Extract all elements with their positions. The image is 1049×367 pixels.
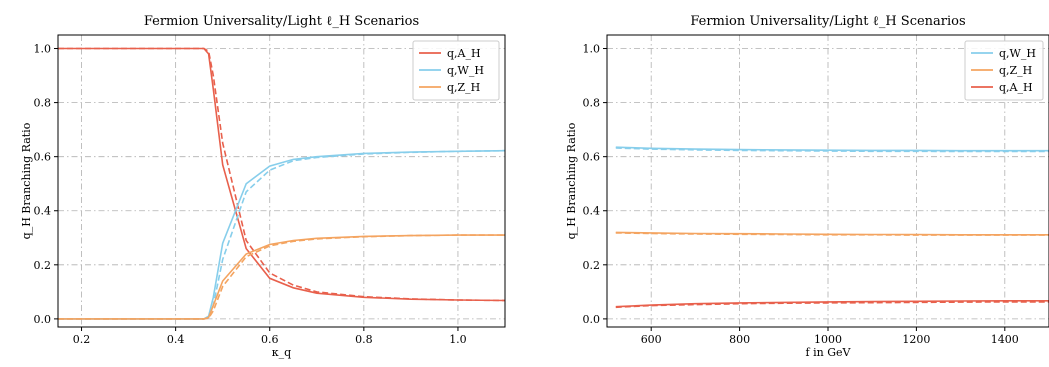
x-tick-label: 0.8	[355, 333, 373, 346]
y-tick-label: 0.6	[34, 151, 52, 164]
chart-title-text: Fermion Universality/Light ℓ_H Scenarios	[144, 14, 419, 29]
series-line	[58, 234, 505, 320]
y-tick-label: 1.0	[583, 43, 601, 56]
series-line	[615, 300, 1049, 308]
y-tick-label: 0.4	[583, 205, 601, 218]
series-line-dashed	[615, 232, 1049, 236]
legend-entry: q,W_H	[999, 47, 1036, 60]
x-tick-label: 1000	[814, 333, 842, 346]
y-tick-label: 0.2	[34, 259, 52, 272]
x-tick-label: 1400	[991, 333, 1019, 346]
chart-f-gev: 600 800 1000 1200 1400 0.0 0.2 0.4 0.6 0.8 1.0 Fer…	[565, 14, 1049, 359]
legend-box	[964, 40, 1044, 101]
x-axis-label-text: κ_q	[272, 346, 291, 359]
y-axis-label-text: q_H Branching Ratio	[565, 122, 578, 239]
series-line-dashed	[615, 301, 1049, 309]
y-tick-label: 0.8	[583, 97, 601, 110]
x-tick-label: 0.6	[261, 333, 279, 346]
x-axis-label-text: f in GeV	[806, 346, 852, 359]
x-tick-label: 800	[729, 333, 750, 346]
x-tick-label: 0.2	[73, 333, 91, 346]
y-tick-label: 0.6	[583, 151, 601, 164]
plot-frame	[57, 34, 506, 328]
legend: q,A_H q,W_H q,Z_H	[412, 40, 500, 101]
x-tick-label: 600	[641, 333, 662, 346]
y-axis-label: q_H Branching Ratio	[565, 122, 578, 239]
x-axis-label: κ_q	[272, 346, 291, 359]
legend-box	[412, 40, 500, 101]
chart-kappa-q: 0.2 0.4 0.6 0.8 1.0 0.0 0.2 0.4 0.6 0.8 1.0 Fermio…	[20, 14, 506, 359]
legend-entry: q,W_H	[447, 64, 484, 77]
legend-entry: q,A_H	[999, 81, 1033, 94]
legend-entry: q,Z_H	[447, 81, 480, 94]
x-axis-label: f in GeV	[806, 346, 852, 359]
chart-title-text: Fermion Universality/Light ℓ_H Scenarios	[690, 14, 965, 29]
series-line-dashed	[615, 147, 1049, 153]
legend: q,W_H q,Z_H q,A_H	[964, 40, 1044, 101]
x-tick-label: 0.4	[167, 333, 185, 346]
y-tick-label: 0.8	[34, 97, 52, 110]
y-tick-label: 0.2	[583, 259, 601, 272]
legend-entry: q,A_H	[447, 47, 481, 60]
y-tick-label: 0.0	[34, 313, 52, 326]
series-line-dashed	[58, 234, 505, 320]
y-tick-label: 1.0	[34, 43, 52, 56]
y-tick-label: 0.4	[34, 205, 52, 218]
chart-title: Fermion Universality/Light ℓ_H Scenarios	[690, 14, 965, 29]
x-tick-label: 1.0	[449, 333, 467, 346]
y-axis-label-text: q_H Branching Ratio	[20, 122, 33, 239]
chart-title: Fermion Universality/Light ℓ_H Scenarios	[144, 14, 419, 29]
x-tick-label: 1200	[902, 333, 930, 346]
legend-entry: q,Z_H	[999, 64, 1032, 77]
y-axis-label: q_H Branching Ratio	[20, 122, 33, 239]
y-tick-label: 0.0	[583, 313, 601, 326]
series-line-dashed	[58, 47, 505, 302]
